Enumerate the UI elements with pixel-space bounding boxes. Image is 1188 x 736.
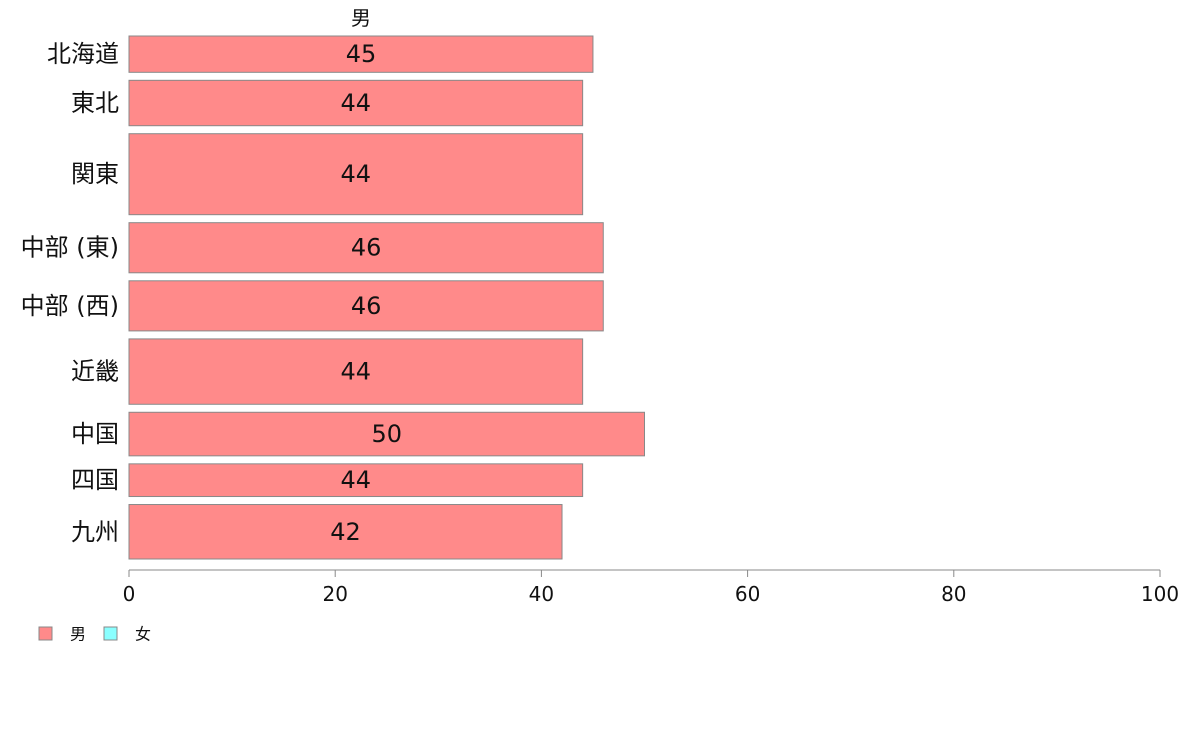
bar-value-label: 46: [351, 234, 382, 262]
bar-value-label: 44: [341, 358, 372, 386]
legend-label: 男: [70, 625, 86, 644]
legend-swatch: [38, 626, 53, 641]
legend-swatch: [103, 626, 118, 641]
legend: 男女: [38, 625, 151, 644]
category-label: 九州: [71, 518, 119, 546]
bar-value-label: 46: [351, 292, 382, 320]
bar: [128, 222, 604, 274]
category-label: 関東: [71, 160, 119, 188]
series-header: 男: [351, 6, 371, 30]
bar: [128, 35, 594, 73]
bar-value-label: 45: [346, 40, 377, 68]
bar: [128, 411, 645, 457]
x-tick-label: 80: [941, 582, 966, 606]
bar: [128, 338, 584, 405]
bar-value-label: 44: [341, 160, 372, 188]
bar-value-label: 42: [330, 518, 361, 546]
category-label: 中国: [71, 420, 119, 448]
bar-value-label: 44: [341, 466, 372, 494]
bar: [128, 79, 584, 127]
x-tick-label: 0: [123, 582, 136, 606]
category-label: 四国: [71, 466, 119, 494]
category-label: 中部 (東): [21, 234, 119, 262]
bars: [128, 35, 645, 560]
category-label: 中部 (西): [21, 292, 119, 320]
bar: [128, 463, 584, 498]
x-tick-label: 60: [735, 582, 760, 606]
category-label: 近畿: [71, 358, 119, 386]
bar: [128, 133, 584, 216]
category-label: 東北: [71, 89, 119, 117]
x-tick-label: 20: [322, 582, 347, 606]
bar-value-label: 44: [341, 89, 372, 117]
bar: [128, 504, 563, 560]
bar: [128, 280, 604, 332]
bar-value-labels: 45 44 44 46 46 44 50 44 42: [330, 40, 402, 546]
x-tick-label: 100: [1141, 582, 1179, 606]
x-axis: 0 20 40 60 80 100: [123, 569, 1179, 606]
x-tick-label: 40: [529, 582, 554, 606]
legend-label: 女: [135, 625, 151, 644]
category-label: 北海道: [47, 40, 119, 68]
bar-value-label: 50: [371, 420, 402, 448]
